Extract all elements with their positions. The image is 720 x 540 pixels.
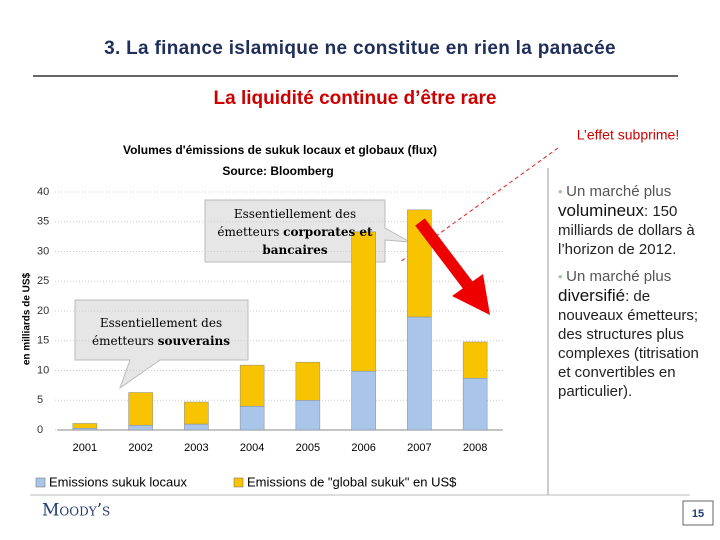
y-tick-label: 30 [37, 245, 49, 257]
bar [184, 423, 209, 431]
y-axis-label: en milliards de US$ [22, 272, 33, 365]
arrow-shaft [415, 218, 475, 292]
slide-title: 3. La finance islamique ne constitue en … [104, 38, 616, 59]
y-tick-label: 40 [37, 186, 49, 198]
chart-subtitle: Source: Bloomberg [222, 164, 333, 178]
y-tick-label: 5 [37, 394, 43, 406]
bullet-text: : de nouveaux émetteurs; des structures … [558, 288, 699, 400]
bar [295, 361, 321, 401]
bullet-lead: Un marché plus [566, 268, 672, 285]
callout-part: corporates et bancaires [262, 225, 373, 257]
annotation: L’effet subprime! [577, 127, 679, 143]
bar [184, 401, 209, 425]
bar [128, 424, 153, 431]
bullet-key: volumineux [558, 201, 644, 220]
x-tick-label: 2006 [351, 442, 375, 454]
callout-part: Essentiellement des émetteurs [217, 207, 357, 239]
bullet-lead: Un marché plus [566, 183, 672, 200]
bullet-dot: • [558, 184, 567, 199]
arrow-head [452, 274, 490, 315]
x-tick-label: 2003 [184, 442, 208, 454]
bar [128, 392, 153, 426]
page-box [682, 500, 714, 526]
bar [407, 316, 432, 431]
legend-swatch [233, 477, 244, 488]
bar [462, 341, 488, 379]
bullet-dot: • [558, 269, 567, 284]
bar [72, 423, 98, 429]
y-tick-label: 0 [37, 424, 43, 436]
callout-part: souverains [157, 334, 230, 348]
y-tick-label: 20 [37, 305, 49, 317]
slide-subtitle: La liquidité continue d’être rare [213, 88, 497, 109]
callout-box [74, 299, 249, 390]
bullet-key: diversifié [558, 286, 626, 305]
chart-title: Volumes d'émissions de sukuk locaux et g… [123, 143, 437, 157]
y-tick-label: 15 [37, 335, 49, 347]
callout-text: Essentiellement des émetteurs corporates… [210, 205, 380, 259]
x-tick-label: 2002 [128, 442, 152, 454]
page-number: 15 [692, 508, 704, 520]
bullet-text: : 150 milliards de dollars à l’horizon d… [558, 203, 695, 258]
callout-text: Essentiellement des émetteurs souverains [78, 314, 244, 350]
y-tick-label: 35 [37, 216, 49, 228]
bullet: • Un marché plus diversifié: de nouveaux… [558, 267, 708, 401]
x-tick-label: 2007 [407, 442, 431, 454]
bar [351, 231, 376, 372]
bullet-list: • Un marché plus volumineux: 150 milliar… [558, 182, 708, 409]
x-tick-label: 2001 [73, 442, 97, 454]
logo: Moody’s [42, 501, 110, 521]
bar [239, 364, 265, 407]
legend-label: Emissions de "global sukuk" en US$ [247, 474, 457, 489]
x-tick-label: 2008 [463, 442, 487, 454]
legend-label: Emissions sukuk locaux [49, 474, 187, 489]
y-tick-label: 10 [37, 364, 49, 376]
bullet: • Un marché plus volumineux: 150 milliar… [558, 182, 708, 259]
y-tick-label: 25 [37, 275, 49, 287]
callout-part: Essentiellement des émetteurs [92, 316, 223, 348]
bar [462, 377, 488, 431]
bar [295, 400, 321, 431]
bar [239, 405, 265, 431]
legend-swatch [35, 477, 46, 488]
x-tick-label: 2005 [296, 442, 320, 454]
bar [351, 370, 376, 431]
x-tick-label: 2004 [240, 442, 264, 454]
bar [72, 427, 98, 431]
